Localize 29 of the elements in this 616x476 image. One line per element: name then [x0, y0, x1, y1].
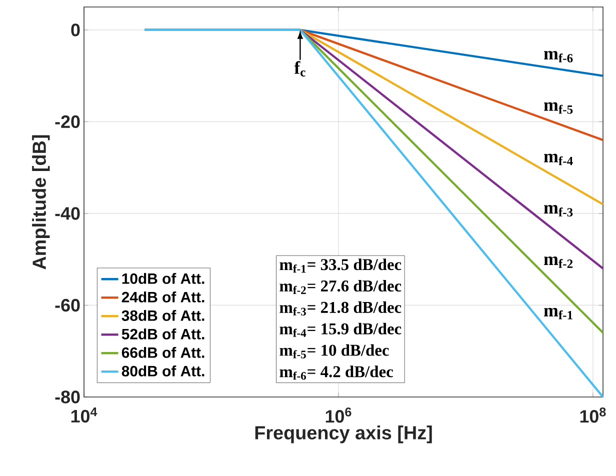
legend-label: 52dB of Att. — [122, 328, 204, 340]
x-tick-label: 10$^{4}$ — [71, 408, 98, 423]
annotation: f$_{c}$ — [294, 61, 306, 76]
y-tick-label: -60 — [55, 298, 80, 312]
annotation: m$_{f-2}$= 27.6 dB/dec — [280, 280, 402, 294]
x-tick-label: 10$^{6}$ — [326, 408, 352, 423]
legend-label: 38dB of Att. — [122, 310, 204, 321]
annotation: m$_{f-3}$= 21.8 dB/dec — [280, 301, 402, 316]
annotation: m$_{f-4}$= 15.9 dB/dec — [280, 322, 402, 337]
annotation: m$_{f-5}$= 10 dB/dec — [280, 344, 389, 358]
annotation: m$_{f-4}$ — [544, 154, 573, 166]
annotation: m$_{f-1}$ — [544, 308, 572, 320]
annotation: m$_{f-3}$ — [544, 205, 573, 217]
x-axis-title: Frequency axis [Hz] — [255, 426, 432, 444]
y-tick-label: 0 — [71, 24, 80, 36]
annotation: m$_{f-6}$ — [544, 50, 573, 62]
annotation: m$_{f-6}$= 4.2 dB/dec — [280, 366, 393, 380]
legend-label: 24dB of Att. — [122, 291, 204, 302]
x-tick-label: 10$^{8}$ — [580, 408, 606, 423]
annotation: m$_{f-2}$ — [544, 256, 573, 268]
annotation: m$_{f-1}$= 33.5 dB/dec — [280, 258, 402, 273]
legend-label: 66dB of Att. — [122, 346, 204, 358]
legend-label: 10dB of Att. — [122, 272, 204, 284]
annotation: m$_{f-5}$ — [544, 102, 573, 114]
y-tick-label: -80 — [55, 390, 80, 404]
y-tick-label: -20 — [55, 115, 80, 128]
y-tick-label: -40 — [55, 207, 80, 220]
legend-label: 80dB of Att. — [122, 365, 204, 376]
y-axis-title: Amplitude [dB] — [32, 135, 50, 270]
